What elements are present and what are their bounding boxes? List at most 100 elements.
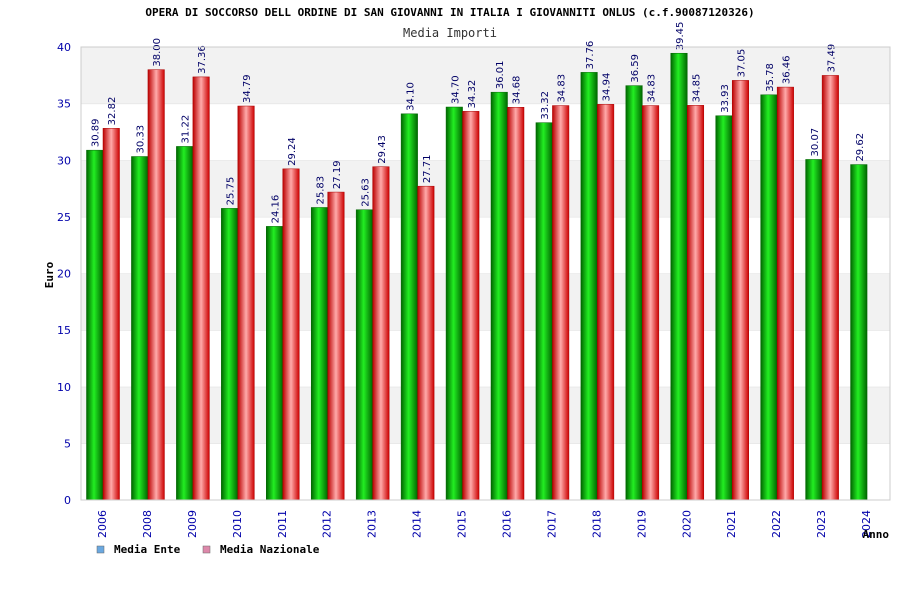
data-label: 37.76: [585, 41, 596, 70]
data-label: 25.75: [226, 177, 237, 206]
y-axis-label: Euro: [43, 261, 56, 288]
data-label: 34.83: [557, 74, 568, 103]
data-label: 37.05: [736, 49, 747, 78]
bar-media-nazionale: [372, 166, 390, 501]
bar-media-ente: [670, 52, 688, 501]
x-tick-label: 2021: [725, 510, 738, 538]
grid-band: [81, 47, 890, 104]
bar-media-ente: [445, 106, 463, 501]
x-tick-label: 2008: [141, 510, 154, 538]
bar-media-ente: [490, 91, 508, 501]
bars: [86, 52, 868, 501]
y-tick-label: 15: [57, 324, 71, 337]
bar-media-nazionale: [731, 80, 749, 501]
bar-media-ente: [310, 207, 328, 501]
x-tick-label: 2014: [411, 510, 424, 538]
bar-media-ente: [131, 156, 149, 501]
x-tick-label: 2023: [815, 510, 828, 538]
data-label: 30.33: [136, 125, 147, 154]
bar-media-nazionale: [282, 168, 300, 501]
bar-media-ente: [86, 149, 104, 501]
grid-band: [81, 273, 890, 331]
legend: Media Ente Media Nazionale: [96, 543, 320, 556]
y-tick-label: 35: [57, 98, 71, 111]
chart-subtitle: Media Importi: [403, 26, 497, 40]
data-label: 31.22: [181, 115, 192, 144]
legend-swatch: [96, 545, 105, 554]
bar-media-ente: [266, 226, 284, 501]
x-tick-label: 2011: [276, 510, 289, 538]
x-axis-label: Anno: [863, 528, 890, 541]
x-tick-label: 2010: [231, 510, 244, 538]
data-label: 25.83: [315, 176, 326, 205]
plot-background: [81, 46, 890, 500]
grid-band: [81, 386, 890, 444]
bar-media-ente: [625, 85, 643, 501]
data-label: 39.45: [675, 22, 686, 51]
y-tick-label: 25: [57, 211, 71, 224]
bar-media-ente: [760, 94, 778, 501]
y-tick-label: 20: [57, 268, 71, 281]
data-label: 34.85: [692, 74, 703, 103]
x-tick-label: 2016: [501, 510, 514, 538]
grid-band: [81, 216, 890, 274]
data-label: 34.10: [405, 82, 416, 111]
data-label: 30.89: [91, 119, 102, 148]
data-label: 34.79: [242, 74, 253, 103]
y-tick-label: 40: [57, 41, 71, 54]
data-label: 36.46: [781, 55, 792, 84]
bar-media-ente: [580, 72, 598, 501]
data-label: 24.16: [271, 195, 282, 224]
data-label: 35.78: [765, 63, 776, 92]
bar-media-ente: [850, 164, 868, 501]
data-label: 25.63: [360, 178, 371, 207]
data-label: 33.32: [540, 91, 551, 120]
y-tick-label: 10: [57, 381, 71, 394]
bar-media-nazionale: [462, 111, 480, 501]
bar-media-nazionale: [776, 86, 794, 501]
data-label: 38.00: [152, 38, 163, 67]
data-label: 34.68: [512, 76, 523, 105]
bar-media-nazionale: [687, 105, 705, 501]
x-tick-label: 2024: [860, 510, 873, 538]
bar-media-ente: [715, 115, 733, 501]
chart-title: OPERA DI SOCCORSO DELL ORDINE DI SAN GIO…: [145, 6, 754, 19]
bar-media-ente: [221, 208, 239, 501]
data-label: 37.36: [197, 45, 208, 74]
bar-media-nazionale: [237, 105, 255, 501]
legend-label: Media Ente: [114, 543, 181, 556]
data-labels: 30.89 30.33 31.22 25.75 24.16 25.83 25.63 34.10…: [91, 22, 866, 224]
bar-media-nazionale: [102, 128, 120, 501]
legend-swatch: [202, 545, 211, 554]
bar-media-ente: [355, 209, 373, 501]
data-label: 27.19: [332, 160, 343, 189]
y-axis-ticks: 0 5 10 15 20 25 30 35 40: [57, 41, 71, 507]
data-label: 34.32: [467, 80, 478, 109]
data-label: 34.83: [647, 74, 658, 103]
data-label: 36.59: [630, 54, 641, 83]
bar-media-ente: [535, 122, 553, 501]
bar-media-ente: [176, 146, 194, 501]
plot-frame: [80, 46, 891, 501]
grid-band: [81, 103, 890, 161]
bar-media-nazionale: [147, 69, 165, 501]
x-tick-label: 2017: [545, 510, 558, 538]
data-label: 27.71: [422, 155, 433, 184]
bar-media-nazionale: [552, 105, 570, 501]
bar-media-nazionale: [417, 185, 435, 501]
data-label: 29.24: [287, 137, 298, 166]
legend-label: Media Nazionale: [220, 543, 320, 556]
data-label: 29.43: [377, 135, 388, 164]
data-label: 30.07: [810, 128, 821, 157]
x-tick-label: 2019: [635, 510, 648, 538]
bar-media-ente: [400, 113, 418, 501]
grid-band: [81, 330, 890, 387]
x-axis-ticks: 2006 2008 2009 2010 2011 2012 2013 2014 2015 2016…: [96, 510, 873, 538]
y-tick-label: 0: [64, 494, 71, 507]
bar-media-nazionale: [821, 75, 839, 501]
data-label: 34.70: [450, 75, 461, 104]
x-tick-label: 2013: [366, 510, 379, 538]
bar-media-nazionale: [507, 106, 525, 501]
x-tick-label: 2022: [770, 510, 783, 538]
